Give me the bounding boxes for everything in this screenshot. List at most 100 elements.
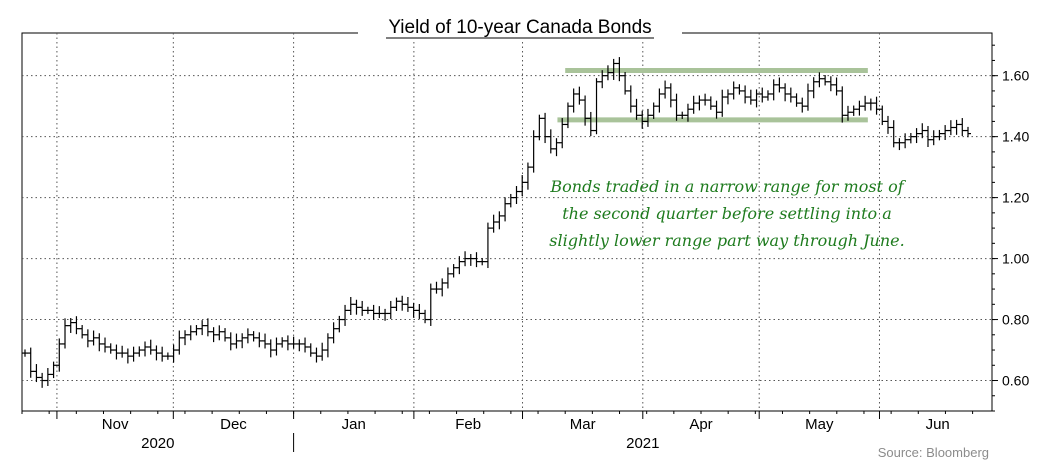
x-tick-label: Apr (689, 416, 712, 433)
price-bar (622, 72, 629, 95)
price-bar (736, 84, 743, 95)
price-bar (142, 341, 149, 357)
price-bar (536, 114, 543, 141)
price-bar (753, 89, 760, 108)
price-bar (164, 352, 171, 360)
price-bar (119, 345, 126, 358)
price-bar (507, 193, 514, 208)
price-bar (273, 337, 280, 356)
x-tick-label: Dec (220, 416, 247, 433)
price-bar (347, 296, 354, 315)
price-bar (684, 103, 691, 122)
price-bar (867, 98, 874, 111)
price-bar (56, 338, 63, 372)
price-bar (182, 330, 189, 346)
price-bar (862, 95, 869, 111)
price-bar (816, 72, 823, 88)
price-bar (593, 78, 600, 135)
price-bar (564, 102, 571, 129)
price-bar (639, 110, 646, 129)
price-bar (130, 346, 137, 362)
price-bar (204, 318, 211, 337)
price-bar (313, 347, 320, 363)
price-bar (810, 77, 817, 99)
price-bar (193, 325, 200, 336)
price-bar (84, 329, 91, 348)
price-bar (524, 162, 531, 190)
price-bar (907, 132, 914, 144)
price-bar (747, 89, 754, 105)
price-bar (707, 96, 714, 110)
price-bar (833, 77, 840, 96)
price-bar (227, 332, 234, 351)
price-bar (124, 348, 131, 364)
price-bar (799, 97, 806, 113)
price-bar (484, 222, 491, 269)
price-bar (96, 333, 103, 352)
plot-area (21, 32, 993, 412)
price-bar (319, 342, 326, 361)
price-bar (530, 130, 537, 173)
price-bar (359, 300, 366, 316)
price-bar (79, 325, 86, 339)
price-bar (216, 325, 223, 341)
price-bar (627, 85, 634, 113)
price-bar (930, 130, 937, 146)
price-bar (587, 111, 594, 137)
price-bar (856, 100, 863, 116)
price-bar (222, 328, 229, 342)
price-bar (679, 111, 686, 119)
year-label: 2020 (141, 435, 174, 452)
price-bar (267, 339, 274, 358)
price-bar (582, 95, 589, 126)
y-tick-label: 0.60 (1002, 373, 1029, 389)
x-tick-label: Mar (570, 416, 596, 433)
price-bar (959, 118, 966, 137)
year-label: 2021 (626, 435, 659, 452)
price-bar (279, 337, 286, 348)
price-bar (547, 129, 554, 154)
price-bar (393, 297, 400, 312)
price-bar (610, 58, 617, 80)
price-bar (793, 93, 800, 107)
price-bar (342, 304, 349, 326)
price-bar (576, 86, 583, 105)
price-bar (324, 333, 331, 358)
price-bar (942, 125, 949, 140)
price-bar (479, 257, 486, 266)
price-bar (724, 89, 731, 105)
price-bar (570, 88, 577, 113)
price-bar (764, 90, 771, 101)
price-bar (370, 304, 377, 320)
annotation-line-2: the second quarter before settling into … (562, 204, 892, 223)
price-bar (702, 93, 709, 106)
price-bar (416, 304, 423, 319)
price-bar (404, 296, 411, 312)
price-bar (27, 347, 34, 378)
price-bar (890, 120, 897, 148)
price-bar (850, 105, 857, 116)
price-bar (844, 105, 851, 121)
price-bar (336, 315, 343, 333)
price-bar (662, 80, 669, 99)
price-bar (473, 252, 480, 268)
price-bar (913, 128, 920, 144)
price-bar (50, 361, 57, 379)
price-bar (284, 335, 291, 351)
price-bar (713, 100, 720, 119)
price-bar (919, 123, 926, 139)
price-bar (44, 368, 51, 387)
price-bar (742, 85, 749, 104)
price-bar (696, 95, 703, 111)
price-bar (559, 118, 566, 149)
price-bar (364, 306, 371, 315)
source-note: Source: Bloomberg (878, 445, 989, 460)
price-bar (873, 96, 880, 115)
price-bar (804, 83, 811, 111)
price-bar (953, 119, 960, 135)
y-tick-label: 1.00 (1002, 251, 1029, 267)
price-bar (433, 281, 440, 294)
price-bar (690, 95, 697, 114)
price-bar (770, 79, 777, 101)
y-tick-label: 1.40 (1002, 129, 1029, 145)
